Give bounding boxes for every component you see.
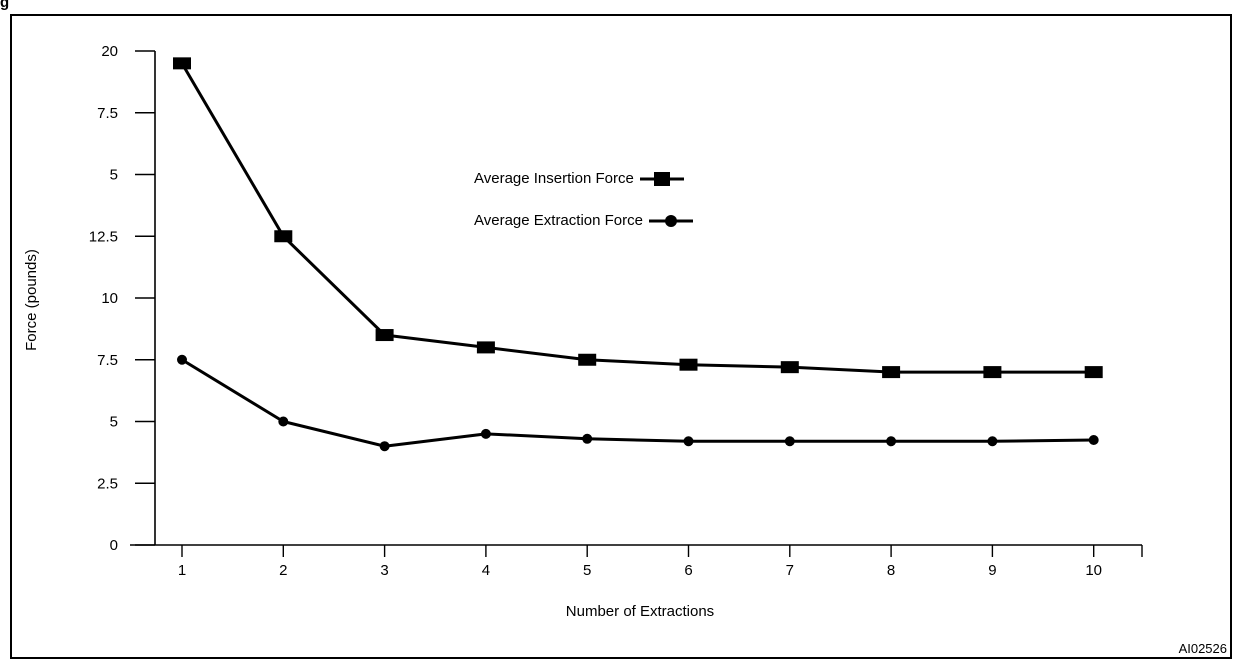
square-marker [882,366,901,379]
square-marker [375,329,394,342]
series-line [181,358,1094,448]
circle-marker [784,436,795,447]
circle-marker [886,436,897,447]
square-marker [578,353,597,366]
x-tick-label: 9 [988,562,996,579]
x-tick-label: 4 [482,562,490,579]
circle-marker [987,436,998,447]
legend-item-extraction: Average Extraction Force [474,212,693,229]
circle-marker [1088,435,1099,446]
circle-marker [480,428,491,439]
y-tick-label: 2.5 [97,475,118,492]
series-extraction [177,354,1099,452]
y-tick-label: 0 [110,537,118,554]
series-insertion [173,57,1103,379]
x-tick-label: 3 [380,562,388,579]
circle-marker [683,436,694,447]
y-tick-label: 7.5 [97,105,118,122]
x-tick-label: 2 [279,562,287,579]
x-tick-label: 8 [887,562,895,579]
x-tick-label: 5 [583,562,591,579]
legend-square-marker-icon [639,171,684,186]
square-marker [679,358,698,371]
y-tick-label: 10 [101,290,118,307]
legend-circle-marker-icon [648,214,693,227]
y-tick-label: 7.5 [97,352,118,369]
series-layer [173,57,1103,452]
legend-label-extraction: Average Extraction Force [474,212,643,229]
reference-code: AI02526 [1178,641,1227,656]
y-tick-label: 20 [101,43,118,60]
x-tick-label: 10 [1085,562,1102,579]
square-marker [476,341,495,354]
circle-marker [379,441,390,452]
legend-item-insertion: Average Insertion Force [474,170,684,187]
square-marker [1084,366,1103,379]
square-marker [780,361,799,374]
figure-label: g [0,0,10,11]
x-axis-ticks: 1 2 3 4 5 6 7 8 9 10 [178,545,1143,579]
x-tick-label: 1 [178,562,186,579]
y-axis-label: Force (pounds) [23,249,40,351]
y-tick-label: 5 [110,167,118,184]
x-axis-label: Number of Extractions [566,603,714,620]
y-axis-ticks: 0 2.5 5 7.5 10 12.5 5 7.5 20 [89,43,155,554]
square-marker [983,366,1002,379]
x-tick-label: 6 [684,562,692,579]
circle-marker [582,433,593,444]
chart-frame [10,14,1232,659]
square-marker [274,230,293,243]
series-line [180,62,1094,374]
x-tick-label: 7 [786,562,794,579]
square-marker [173,57,191,70]
y-tick-label: 12.5 [89,228,118,245]
axes [130,51,1142,546]
legend-label-insertion: Average Insertion Force [474,170,634,187]
y-tick-label: 5 [110,414,118,431]
circle-marker [278,416,289,427]
circle-marker [177,354,187,365]
